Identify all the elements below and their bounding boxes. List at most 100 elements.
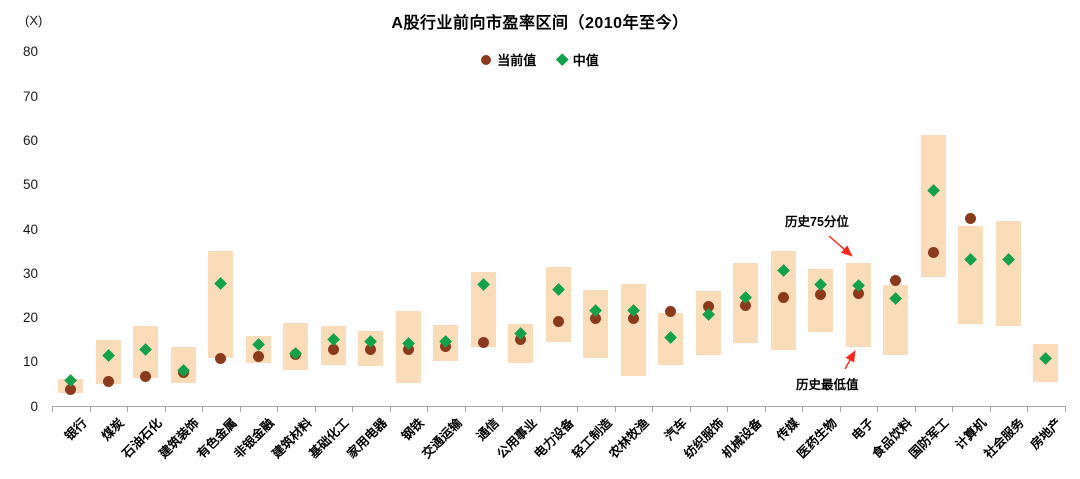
legend-label-current: 当前值 [497, 53, 537, 68]
x-axis-label: 银行 [61, 415, 90, 444]
chart-title: A股行业前向市盈率区间（2010年至今） [391, 15, 689, 32]
x-axis-label: 通信 [474, 415, 502, 444]
chart-legend: 当前值 中值 [0, 50, 1080, 69]
x-axis-tick [839, 406, 841, 412]
legend-label-median: 中值 [572, 53, 599, 68]
y-axis-tick-label: 40 [22, 221, 38, 237]
annotation-arrow-75th [828, 235, 853, 257]
x-axis-tick [727, 406, 728, 412]
current-value-marker-icon [590, 313, 602, 325]
x-axis-tick [389, 406, 391, 412]
x-axis-tick [202, 406, 203, 412]
x-axis-tick [614, 406, 616, 412]
range-bar [958, 225, 984, 325]
x-axis-line [52, 406, 1066, 407]
current-value-marker-icon [102, 375, 114, 387]
x-axis-label: 石油石化 [119, 415, 165, 462]
x-axis-label: 国防军工 [906, 415, 952, 462]
x-axis-label: 社会服务 [981, 415, 1027, 462]
x-axis-tick [1027, 406, 1028, 412]
current-value-marker-icon [365, 344, 377, 356]
range-bar [208, 250, 234, 359]
current-value-marker-icon [481, 54, 492, 65]
current-value-marker-icon [140, 371, 152, 383]
x-axis-label: 机械设备 [719, 415, 765, 462]
current-value-marker-icon [215, 352, 227, 364]
annotation-75th-percentile: 历史75分位 [785, 215, 849, 229]
y-axis-tick-label: 30 [22, 265, 38, 281]
current-value-marker-icon [702, 300, 714, 312]
x-axis-tick [539, 406, 541, 412]
x-axis-tick [689, 406, 691, 412]
x-axis-tick [277, 406, 278, 412]
current-value-marker-icon [815, 288, 827, 300]
x-axis-tick [989, 406, 991, 412]
y-axis-tick-label: 0 [30, 398, 38, 414]
x-axis-tick [127, 406, 128, 412]
current-value-marker-icon [252, 350, 264, 362]
x-axis-tick [952, 406, 953, 412]
range-bar [845, 263, 871, 347]
y-axis-unit-label: (X) [25, 13, 43, 28]
x-axis-tick [802, 406, 803, 412]
x-axis-tick [427, 406, 428, 412]
range-bar [545, 266, 571, 343]
x-axis-tick [314, 406, 316, 412]
x-axis-label: 房地产 [1028, 415, 1065, 453]
current-value-marker-icon [852, 287, 864, 299]
x-axis-label: 建筑材料 [269, 415, 315, 462]
current-value-marker-icon [665, 305, 677, 317]
y-axis-tick-label: 10 [22, 354, 38, 370]
x-axis-label: 公用事业 [494, 415, 540, 462]
x-axis-tick [52, 406, 53, 412]
x-axis-label: 传媒 [774, 415, 802, 444]
x-axis-label: 汽车 [661, 415, 690, 444]
x-axis-tick [652, 406, 653, 412]
current-value-marker-icon [477, 337, 489, 349]
x-axis-label: 纺织服饰 [681, 415, 727, 462]
range-bar [283, 322, 309, 370]
range-bar [583, 290, 609, 359]
median-marker-icon [556, 53, 569, 66]
x-axis-tick [1064, 406, 1066, 412]
x-axis-tick [464, 406, 466, 412]
x-axis-tick [877, 406, 878, 412]
x-axis-label: 基础化工 [306, 415, 352, 462]
annotation-historical-min: 历史最低值 [796, 378, 859, 392]
x-axis-tick [352, 406, 353, 412]
current-value-marker-icon [327, 344, 339, 356]
current-value-marker-icon [777, 291, 789, 303]
x-axis-label: 建筑装饰 [156, 415, 202, 462]
range-bar [620, 284, 646, 377]
current-value-marker-icon [890, 274, 902, 286]
y-axis-tick-label: 20 [22, 310, 38, 326]
x-axis-label: 家用电器 [344, 415, 390, 462]
legend-item-current: 当前值 [481, 50, 536, 69]
x-axis-tick [577, 406, 578, 412]
x-axis-label: 电力设备 [531, 415, 577, 462]
legend-item-median: 中值 [556, 50, 599, 69]
x-axis-label: 食品饮料 [869, 415, 915, 462]
x-axis-tick [239, 406, 241, 412]
x-axis-label: 农林牧渔 [606, 415, 652, 462]
x-axis-label: 煤炭 [99, 415, 127, 444]
current-value-marker-icon [627, 312, 639, 324]
current-value-marker-icon [740, 299, 752, 311]
current-value-marker-icon [65, 383, 77, 395]
x-axis-label: 轻工制造 [569, 415, 615, 462]
x-axis-label: 有色金属 [194, 415, 240, 462]
x-axis-label: 医药生物 [794, 415, 840, 462]
current-value-marker-icon [552, 316, 564, 328]
x-axis-tick [914, 406, 916, 412]
x-axis-tick [764, 406, 766, 412]
y-axis-tick-label: 50 [22, 177, 38, 193]
y-axis-tick-label: 70 [22, 88, 38, 104]
y-axis-tick-label: 60 [22, 132, 38, 148]
x-axis-label: 非银金融 [231, 415, 277, 462]
x-axis-tick [164, 406, 166, 412]
y-axis-tick-label: 80 [22, 44, 38, 60]
x-axis-label: 钢铁 [399, 415, 427, 444]
range-bar [995, 221, 1021, 326]
current-value-marker-icon [965, 213, 977, 225]
